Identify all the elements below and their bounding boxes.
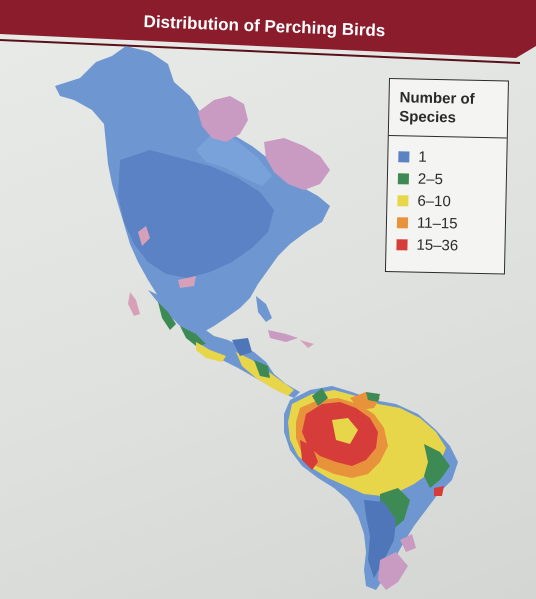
legend-swatch [396, 216, 409, 228]
legend-label: 6–10 [417, 192, 451, 210]
legend-title-line2: Species [399, 108, 457, 127]
north-america-interior [118, 150, 274, 278]
arctic-island-pink [198, 96, 248, 142]
map-title: Distribution of Perching Birds [143, 12, 386, 41]
green-north-coast [366, 392, 380, 402]
legend-swatch [397, 194, 409, 206]
caribbean-island-2 [300, 340, 314, 348]
legend-label: 2–5 [417, 170, 444, 188]
legend-label: 15–36 [416, 236, 459, 254]
legend-title-line1: Number of [399, 89, 475, 108]
green-northwest [312, 388, 328, 406]
florida [256, 296, 272, 322]
legend-swatch [396, 238, 408, 250]
newfoundland-pink [264, 138, 330, 190]
green-east-coast [424, 444, 450, 488]
mexico-green-south [180, 326, 206, 346]
legend-item: 2–5 [397, 167, 460, 190]
legend-label: 11–15 [416, 214, 458, 232]
legend-item: 11–15 [396, 211, 459, 234]
legend-label: 1 [418, 148, 427, 166]
legend-swatch [398, 150, 410, 162]
caribbean-island-1 [268, 330, 298, 342]
legend-item: 6–10 [397, 189, 459, 212]
west-pink-patch [138, 226, 150, 246]
title-bar: Distribution of Perching Birds [0, 0, 536, 54]
yellow-blob-amazon [332, 418, 358, 444]
patagonia-pink-2 [400, 534, 416, 552]
red-highlands [300, 440, 318, 470]
baja-pink [128, 292, 140, 316]
legend-item: 1 [398, 145, 460, 168]
legend-title: Number of Species [399, 88, 504, 128]
mexico-yellow-1 [196, 342, 226, 362]
legend-item: 15–36 [396, 233, 458, 256]
legend-swatch [397, 172, 410, 184]
legend-list: 1 2–5 6–10 11–15 15–36 [396, 145, 460, 256]
southern-cone-blue [364, 500, 396, 578]
map-legend: Number of Species 1 2–5 6–10 11–15 [384, 78, 509, 275]
red-east-point [434, 486, 444, 496]
title-banner [0, 0, 536, 58]
central-america-green [254, 360, 270, 378]
legend-divider [388, 135, 507, 139]
mexico-green-coast [158, 302, 176, 330]
central-pink-patch [178, 276, 196, 288]
title-underline [0, 39, 521, 64]
hudson-region [196, 132, 272, 186]
yucatan-blue [232, 338, 252, 356]
patagonia-pink [378, 552, 408, 590]
